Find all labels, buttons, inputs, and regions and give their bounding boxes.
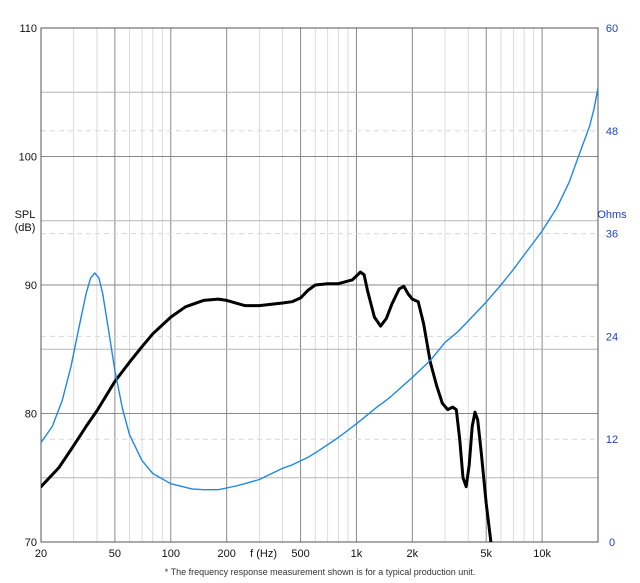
- x-tick-label: 100: [162, 548, 180, 560]
- chart-labels: 20 50 100 200 500 1k 2k 5k 10k 70 80 90 100 110 0 12 24 3…: [15, 23, 628, 560]
- x-tick-label: 5k: [480, 548, 492, 560]
- y2-tick-label: 48: [606, 126, 618, 138]
- spl-curve: [41, 270, 493, 542]
- x-tick-label: 500: [291, 548, 309, 560]
- y2-tick-label: 36: [606, 229, 618, 241]
- chart-footnote: * The frequency response measurement sho…: [164, 567, 476, 577]
- x-tick-label: 50: [109, 548, 121, 560]
- x-tick-label: 2k: [407, 548, 419, 560]
- y2-tick-label: 12: [606, 434, 618, 446]
- x-tick-label: 200: [217, 548, 235, 560]
- y2-axis-label: Ohms: [597, 209, 627, 221]
- y2-tick-label: 60: [606, 23, 618, 35]
- y-tick-label: 100: [19, 152, 37, 164]
- y-tick-label: 80: [25, 409, 37, 421]
- y2-tick-label: 0: [609, 537, 615, 549]
- x-tick-label: 20: [35, 548, 47, 560]
- y-tick-label: 70: [25, 537, 37, 549]
- chart-curves: [41, 87, 598, 542]
- x-axis-label: f (Hz): [250, 548, 277, 560]
- x-tick-label: 1k: [351, 548, 363, 560]
- y-axis-label: SPL: [15, 209, 36, 221]
- impedance-curve: [41, 87, 598, 491]
- y-tick-label: 110: [19, 23, 37, 35]
- y-axis-label-unit: (dB): [15, 222, 36, 234]
- y-tick-label: 90: [25, 280, 37, 292]
- x-tick-label: 10k: [533, 548, 551, 560]
- plot-frame: [40, 27, 599, 543]
- y2-tick-label: 24: [606, 331, 618, 343]
